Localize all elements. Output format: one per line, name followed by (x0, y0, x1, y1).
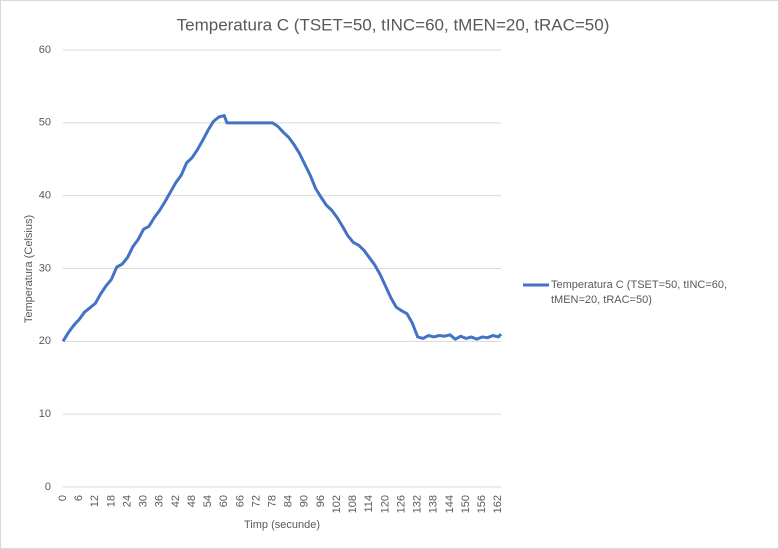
x-tick-label: 150 (460, 495, 472, 513)
x-tick-label: 42 (170, 495, 182, 507)
x-tick-label: 6 (73, 495, 85, 501)
y-tick-label: 0 (45, 481, 51, 493)
y-tick-label: 60 (39, 44, 51, 56)
x-tick-label: 30 (138, 495, 150, 507)
x-tick-label: 162 (492, 495, 504, 513)
data-line (61, 114, 503, 343)
x-tick-label: 102 (331, 495, 343, 513)
x-axis-label: Timp (secunde) (244, 519, 320, 531)
y-tick-label: 40 (39, 190, 51, 202)
y-tick-label: 50 (39, 117, 51, 129)
x-tick-label: 0 (57, 495, 69, 501)
y-axis-label: Temperatura (Celsius) (23, 215, 35, 323)
x-tick-label: 108 (347, 495, 359, 513)
x-tick-label: 60 (218, 495, 230, 507)
x-tick-label: 78 (267, 495, 279, 507)
x-tick-label: 96 (315, 495, 327, 507)
x-tick-label: 132 (412, 495, 424, 513)
x-tick-label: 126 (395, 495, 407, 513)
legend-label: Temperatura C (TSET=50, tINC=60, tMEN=20… (551, 279, 728, 306)
x-tick-label: 156 (476, 495, 488, 513)
x-tick-label: 114 (363, 495, 375, 513)
x-tick-label: 120 (379, 495, 391, 513)
chart-title: Temperatura C (TSET=50, tINC=60, tMEN=20… (177, 15, 610, 34)
x-tick-label: 36 (154, 495, 166, 507)
x-tick-label: 84 (283, 495, 295, 507)
x-tick-label: 90 (299, 495, 311, 507)
x-tick-label: 48 (186, 495, 198, 507)
x-tick-label: 24 (121, 495, 133, 507)
x-tick-label: 54 (202, 495, 214, 507)
y-tick-label: 20 (39, 335, 51, 347)
x-tick-label: 138 (428, 495, 440, 513)
x-tick-label: 144 (444, 495, 456, 513)
x-tick-label: 72 (250, 495, 262, 507)
x-tick-label: 66 (234, 495, 246, 507)
y-tick-label: 10 (39, 408, 51, 420)
x-tick-label: 18 (105, 495, 117, 507)
y-tick-label: 30 (39, 262, 51, 274)
x-tick-label: 12 (89, 495, 101, 507)
